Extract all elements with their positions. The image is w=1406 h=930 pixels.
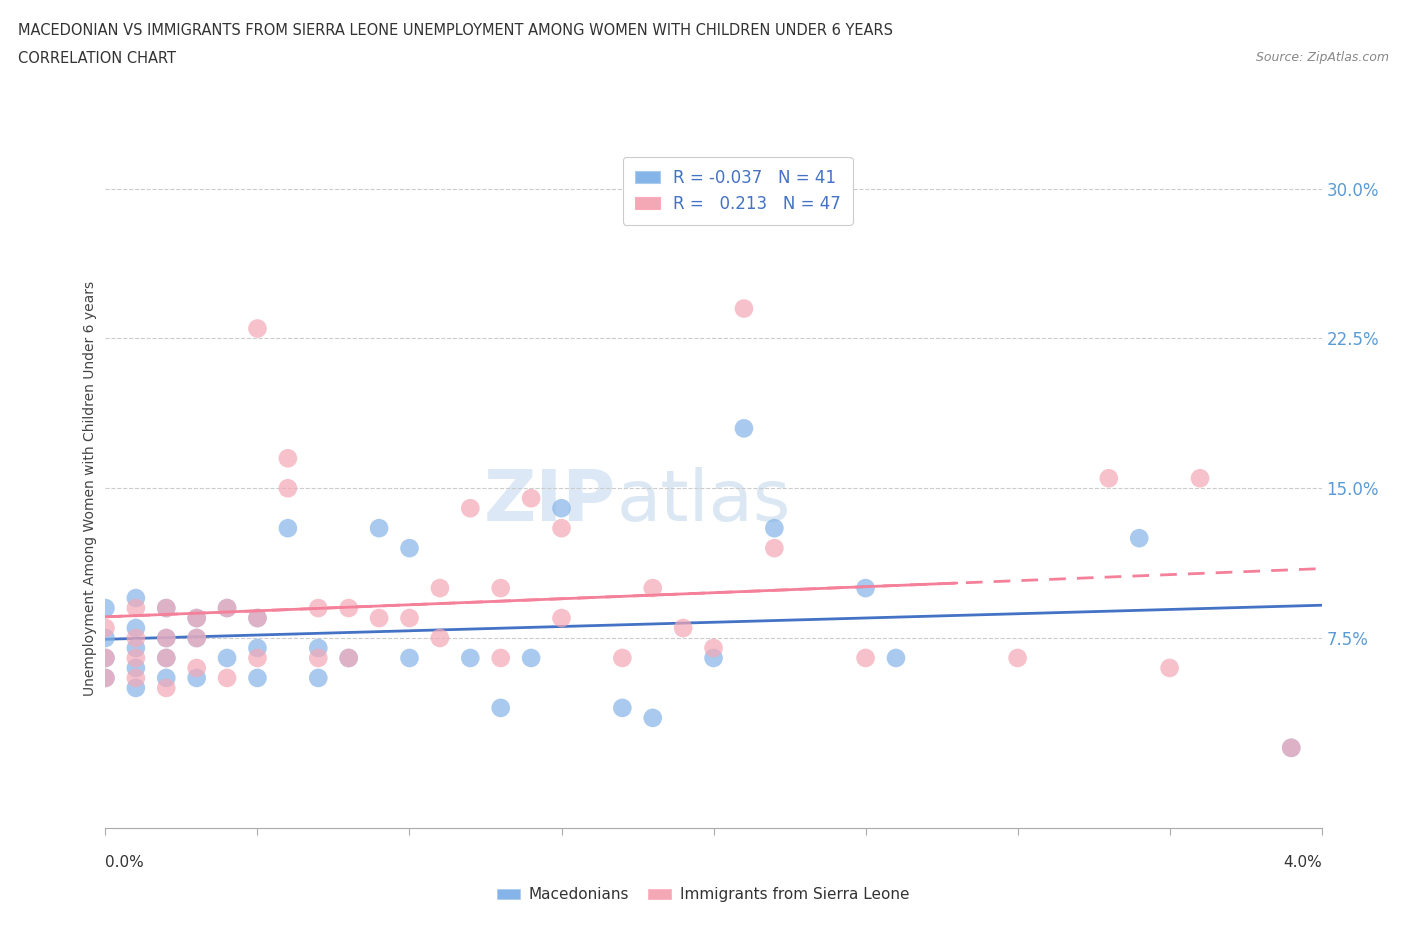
- Point: [155, 631, 177, 645]
- Point: [612, 651, 634, 666]
- Point: [94, 601, 117, 616]
- Point: [307, 671, 329, 685]
- Point: [307, 641, 329, 656]
- Point: [1007, 651, 1029, 666]
- Point: [489, 651, 512, 666]
- Point: [186, 611, 208, 626]
- Point: [217, 671, 239, 685]
- Point: [1128, 531, 1150, 546]
- Point: [246, 321, 269, 336]
- Text: atlas: atlas: [616, 468, 790, 537]
- Point: [489, 700, 512, 715]
- Point: [398, 540, 420, 555]
- Point: [125, 660, 148, 675]
- Point: [94, 671, 117, 685]
- Point: [855, 580, 877, 595]
- Point: [155, 601, 177, 616]
- Point: [884, 651, 907, 666]
- Point: [155, 681, 177, 696]
- Point: [612, 700, 634, 715]
- Point: [1279, 740, 1302, 755]
- Point: [94, 651, 117, 666]
- Text: MACEDONIAN VS IMMIGRANTS FROM SIERRA LEONE UNEMPLOYMENT AMONG WOMEN WITH CHILDRE: MACEDONIAN VS IMMIGRANTS FROM SIERRA LEO…: [18, 23, 893, 38]
- Point: [155, 601, 177, 616]
- Legend: Macedonians, Immigrants from Sierra Leone: Macedonians, Immigrants from Sierra Leon…: [491, 882, 915, 909]
- Point: [125, 671, 148, 685]
- Point: [125, 601, 148, 616]
- Point: [398, 651, 420, 666]
- Point: [125, 591, 148, 605]
- Point: [246, 641, 269, 656]
- Point: [458, 651, 481, 666]
- Point: [94, 671, 117, 685]
- Point: [489, 580, 512, 595]
- Point: [733, 301, 755, 316]
- Text: ZIP: ZIP: [484, 468, 616, 537]
- Point: [368, 521, 391, 536]
- Text: 4.0%: 4.0%: [1282, 855, 1322, 870]
- Point: [1188, 471, 1211, 485]
- Point: [246, 671, 269, 685]
- Point: [186, 631, 208, 645]
- Point: [550, 611, 572, 626]
- Point: [186, 660, 208, 675]
- Point: [337, 601, 360, 616]
- Point: [337, 651, 360, 666]
- Point: [155, 651, 177, 666]
- Point: [277, 481, 299, 496]
- Point: [1098, 471, 1121, 485]
- Point: [94, 620, 117, 635]
- Point: [1279, 740, 1302, 755]
- Point: [277, 521, 299, 536]
- Point: [672, 620, 695, 635]
- Point: [520, 491, 543, 506]
- Point: [520, 651, 543, 666]
- Point: [368, 611, 391, 626]
- Point: [246, 651, 269, 666]
- Point: [125, 681, 148, 696]
- Point: [337, 651, 360, 666]
- Point: [550, 500, 572, 515]
- Text: Source: ZipAtlas.com: Source: ZipAtlas.com: [1256, 51, 1389, 64]
- Point: [217, 651, 239, 666]
- Point: [125, 651, 148, 666]
- Point: [307, 601, 329, 616]
- Text: CORRELATION CHART: CORRELATION CHART: [18, 51, 176, 66]
- Point: [155, 631, 177, 645]
- Point: [855, 651, 877, 666]
- Point: [550, 521, 572, 536]
- Point: [186, 611, 208, 626]
- Point: [277, 451, 299, 466]
- Point: [125, 620, 148, 635]
- Point: [429, 580, 451, 595]
- Point: [186, 631, 208, 645]
- Point: [94, 631, 117, 645]
- Y-axis label: Unemployment Among Women with Children Under 6 years: Unemployment Among Women with Children U…: [83, 281, 97, 696]
- Point: [186, 671, 208, 685]
- Point: [641, 580, 664, 595]
- Point: [217, 601, 239, 616]
- Point: [458, 500, 481, 515]
- Point: [641, 711, 664, 725]
- Point: [94, 651, 117, 666]
- Point: [155, 651, 177, 666]
- Point: [702, 651, 725, 666]
- Point: [155, 671, 177, 685]
- Point: [125, 631, 148, 645]
- Point: [398, 611, 420, 626]
- Text: 0.0%: 0.0%: [105, 855, 145, 870]
- Point: [217, 601, 239, 616]
- Point: [246, 611, 269, 626]
- Point: [246, 611, 269, 626]
- Point: [763, 540, 786, 555]
- Point: [702, 641, 725, 656]
- Point: [1159, 660, 1181, 675]
- Point: [429, 631, 451, 645]
- Legend: R = -0.037   N = 41, R =   0.213   N = 47: R = -0.037 N = 41, R = 0.213 N = 47: [623, 157, 852, 225]
- Point: [307, 651, 329, 666]
- Point: [763, 521, 786, 536]
- Point: [125, 641, 148, 656]
- Point: [733, 421, 755, 436]
